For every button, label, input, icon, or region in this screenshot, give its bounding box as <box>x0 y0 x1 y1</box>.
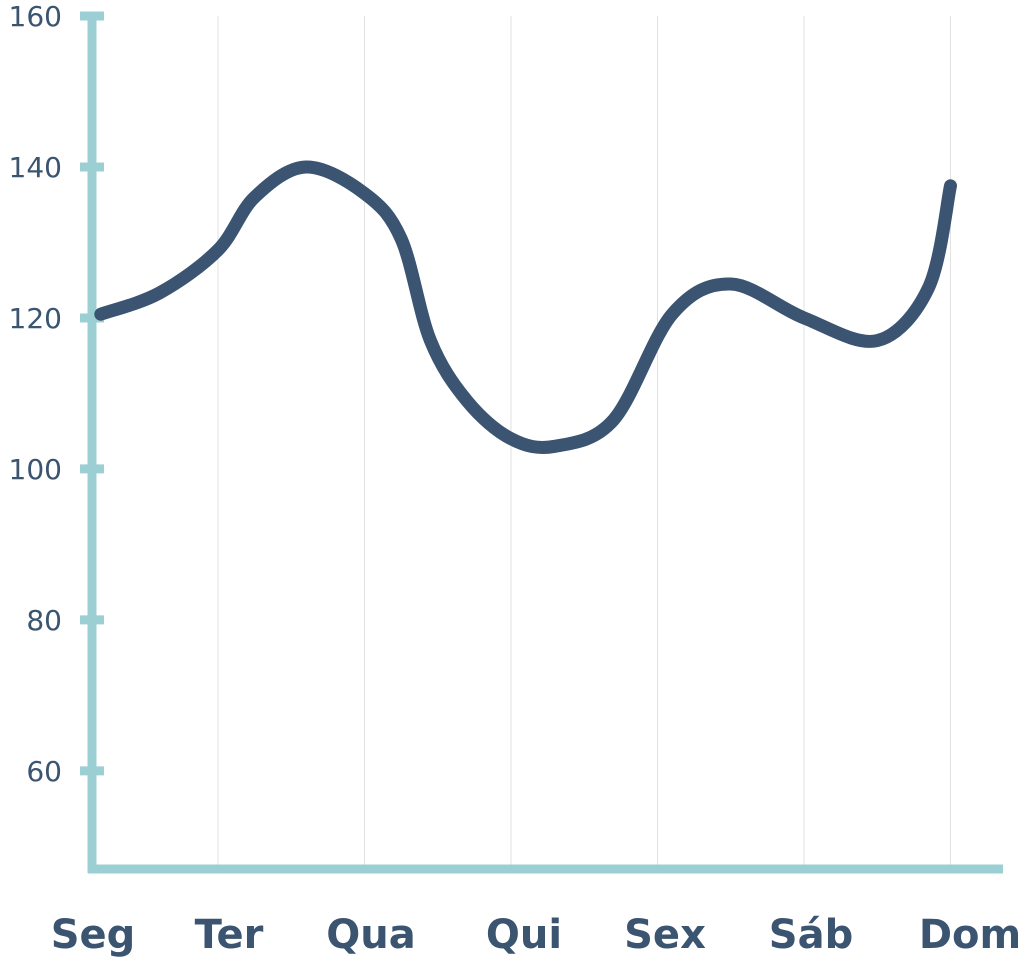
y-tick-label-120: 120 <box>9 302 62 335</box>
axes <box>87 16 1003 874</box>
x-tick-label-1: Ter <box>195 912 264 958</box>
x-axis-labels: Seg Ter Qua Qui Sex Sáb Dom <box>51 912 1021 958</box>
x-tick-label-3: Qui <box>486 912 562 958</box>
y-tick-label-140: 140 <box>9 151 62 184</box>
y-tick-label-100: 100 <box>9 453 62 486</box>
y-tick-label-60: 60 <box>26 755 62 788</box>
x-tick-label-0: Seg <box>51 912 136 958</box>
data-series <box>94 160 957 454</box>
y-axis-ticks: 60 80 100 120 140 160 <box>9 0 104 788</box>
x-tick-label-5: Sáb <box>769 912 853 958</box>
y-tick-label-160: 160 <box>9 0 62 33</box>
series-line <box>94 160 957 454</box>
x-tick-label-4: Sex <box>624 912 706 958</box>
x-tick-label-6: Dom <box>919 912 1021 958</box>
y-tick-label-80: 80 <box>26 604 62 637</box>
x-tick-label-2: Qua <box>326 912 415 958</box>
